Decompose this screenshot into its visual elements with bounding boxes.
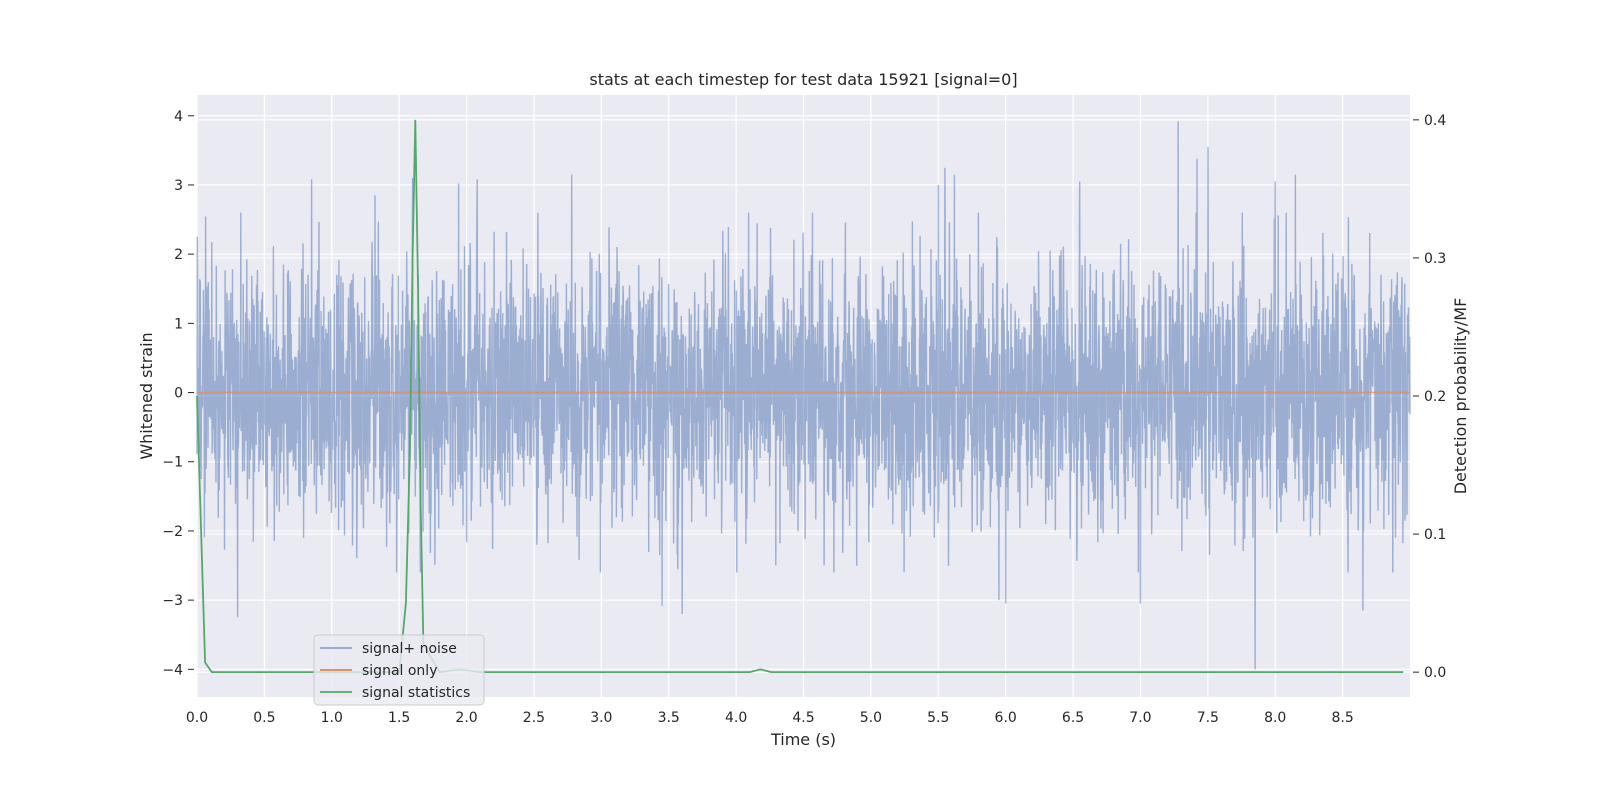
y-tick-label: −4 (162, 662, 183, 678)
y-tick-label: 1 (174, 316, 183, 332)
x-tick-label: 5.5 (927, 710, 949, 726)
x-tick-label: 3.5 (658, 710, 680, 726)
y-tick-label: 0 (174, 386, 183, 402)
legend-entry-label: signal only (362, 663, 437, 679)
y-tick-label: −1 (162, 455, 183, 471)
x-tick-label: 1.0 (321, 710, 343, 726)
y2-tick-label: 0.1 (1424, 527, 1446, 543)
y2-tick-label: 0.4 (1424, 113, 1446, 129)
x-tick-label: 0.0 (186, 710, 208, 726)
y2-axis-label: Detection probability/MF (1451, 298, 1470, 495)
series-layer (196, 119, 1411, 674)
x-tick-label: 6.0 (995, 710, 1017, 726)
x-tick-label: 3.0 (590, 710, 612, 726)
x-tick-label: 6.5 (1062, 710, 1084, 726)
y2-tick-label: 0.0 (1424, 665, 1446, 681)
x-tick-label: 8.5 (1331, 710, 1353, 726)
x-tick-label: 7.5 (1197, 710, 1219, 726)
y2-tick-label: 0.2 (1424, 389, 1446, 405)
y-tick-label: 2 (174, 247, 183, 263)
x-tick-label: 2.5 (523, 710, 545, 726)
x-tick-label: 8.0 (1264, 710, 1286, 726)
series-signal-statistics-line (196, 119, 1404, 674)
x-tick-label: 1.5 (388, 710, 410, 726)
y-tick-label: 4 (174, 109, 183, 125)
y2-tick-label: 0.3 (1424, 251, 1446, 267)
y-tick-label: 3 (174, 178, 183, 194)
chart-title: stats at each timestep for test data 159… (589, 70, 1017, 89)
legend-entry-label: signal statistics (362, 685, 470, 701)
legend-box (313, 634, 485, 706)
x-tick-label: 7.0 (1129, 710, 1151, 726)
x-tick-label: 5.0 (860, 710, 882, 726)
y-axis-label: Whitened strain (137, 332, 156, 459)
series-signal-noise-line (196, 121, 1411, 670)
legend: signal+ noise signal only signal statistic… (313, 634, 485, 706)
tick-layer: 0.0 0.5 1.0 1.5 2.0 2.5 3.0 3.5 4.0 4.5 5.0 5.5 6.0 6… (162, 109, 1446, 726)
x-tick-label: 4.0 (725, 710, 747, 726)
x-tick-label: 0.5 (253, 710, 275, 726)
y-tick-label: −2 (162, 524, 183, 540)
x-tick-label: 4.5 (792, 710, 814, 726)
x-tick-label: 2.0 (455, 710, 477, 726)
x-axis-label: Time (s) (770, 730, 836, 749)
legend-entry-label: signal+ noise (362, 641, 457, 657)
y-tick-label: −3 (162, 593, 183, 609)
